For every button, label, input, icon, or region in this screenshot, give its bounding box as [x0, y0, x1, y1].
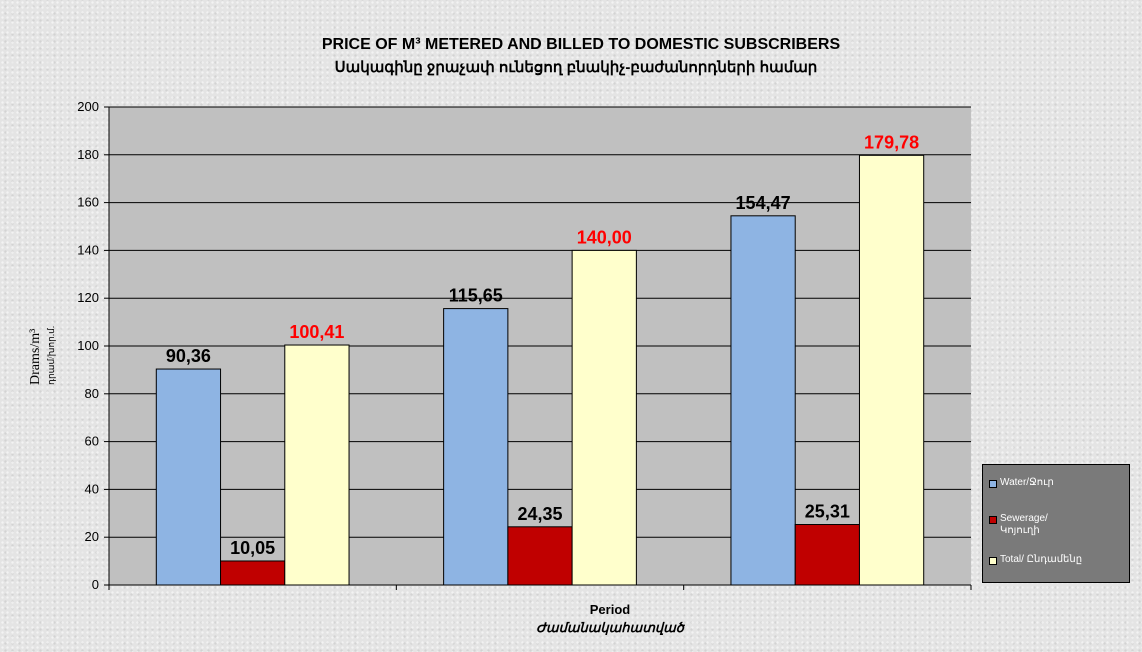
legend-swatch-sewerage — [989, 516, 997, 524]
data-label-water-2: 115,65 — [449, 286, 503, 306]
y-tick-label: 120 — [77, 290, 99, 305]
y-axis-title: Drams/m³ — [28, 328, 43, 385]
y-tick-label: 0 — [92, 577, 99, 592]
legend-swatch-water — [989, 480, 997, 488]
y-axis-label: Drams/m³ դրամ/խոր.մ. — [10, 300, 70, 420]
grid-lines — [109, 106, 971, 538]
y-tick-label: 20 — [85, 529, 99, 544]
y-tick-label: 180 — [77, 147, 99, 162]
legend-item-sewerage: Sewerage/ Կոյուղի — [989, 513, 1060, 537]
y-tick-label: 100 — [77, 338, 99, 353]
bar-water-2 — [443, 308, 509, 586]
bars — [155, 154, 925, 586]
legend-item-water: Water/Ջուր — [989, 477, 1110, 489]
bar-total-1 — [284, 344, 350, 586]
data-label-sewerage-1: 10,05 — [230, 538, 275, 558]
chart-subtitle: Սակագինը ջրաչափ ունեցող բնակիչ-բաժանորդն… — [334, 59, 818, 76]
x-axis-title: Period — [589, 602, 631, 617]
bar-sewerage-3 — [794, 524, 860, 586]
bar-total-3 — [858, 154, 925, 586]
bar-sewerage-1 — [220, 560, 286, 586]
x-axis-subtitle: Ժամանակահատված — [536, 620, 684, 635]
legend-label-sewerage: Sewerage/ Կոյուղի — [1000, 513, 1048, 536]
legend: Water/Ջուր Sewerage/ Կոյուղի Total/ Ընդա… — [982, 464, 1130, 583]
data-label-water-1: 90,36 — [166, 346, 211, 366]
data-label-total-1: 100,41 — [289, 322, 344, 342]
data-label-total-2: 140,00 — [577, 227, 632, 247]
data-label-sewerage-3: 25,31 — [805, 502, 850, 522]
y-tick-label: 140 — [77, 242, 99, 257]
data-label-water-3: 154,47 — [736, 193, 791, 213]
legend-swatch-total — [989, 557, 997, 565]
chart-title: PRICE OF M³ METERED AND BILLED TO DOMEST… — [321, 36, 841, 53]
y-tick-label: 60 — [85, 434, 99, 449]
bar-water-3 — [730, 215, 796, 586]
data-labels: 90,36 10,05 100,41 115,65 24,35 140,00 154,47 2… — [166, 132, 919, 558]
y-tick-label: 160 — [77, 195, 99, 210]
bar-water-1 — [155, 368, 222, 586]
axes: 0 20 40 60 80 100 120 140 160 180 200 — [77, 99, 972, 592]
y-tick-label: 200 — [77, 99, 99, 114]
legend-label-total: Total/ Ընդամենը — [1000, 554, 1083, 565]
legend-label-water: Water/Ջուր — [1000, 477, 1054, 488]
y-tick-label: 80 — [85, 386, 99, 401]
bar-total-2 — [571, 249, 637, 586]
data-label-sewerage-2: 24,35 — [517, 504, 562, 524]
y-axis-subtitle: դրամ/խոր.մ. — [46, 325, 56, 385]
legend-item-total: Total/ Ընդամենը — [989, 554, 1110, 566]
bar-sewerage-2 — [507, 526, 573, 586]
data-label-total-3: 179,78 — [864, 132, 919, 152]
y-tick-label: 40 — [85, 481, 99, 496]
